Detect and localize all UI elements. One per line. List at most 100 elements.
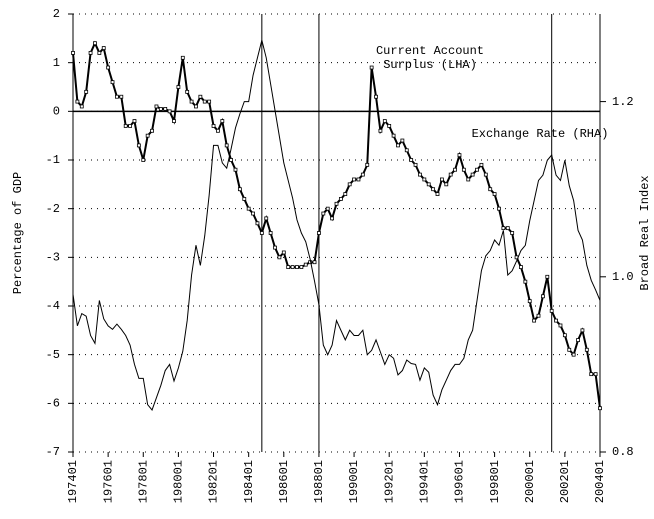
data-point <box>303 262 308 267</box>
data-point <box>334 201 339 206</box>
data-point <box>211 124 216 128</box>
data-point <box>382 119 387 123</box>
data-point <box>422 177 427 182</box>
data-point <box>404 148 409 153</box>
data-point <box>571 352 576 357</box>
data-point <box>360 172 365 177</box>
data-point <box>347 182 352 187</box>
x-tick-label: 198401 <box>242 460 256 503</box>
data-point <box>409 158 414 162</box>
data-point <box>189 99 194 104</box>
data-point <box>75 99 80 104</box>
y-tick-label: -2 <box>46 202 60 216</box>
data-point <box>176 85 181 89</box>
data-point <box>527 299 532 304</box>
data-point <box>123 124 128 128</box>
data-point <box>567 347 572 352</box>
y2-tick-label: 0.8 <box>612 445 634 459</box>
data-point <box>277 255 282 260</box>
series-line <box>72 40 601 411</box>
data-point <box>79 104 84 109</box>
data-point <box>549 308 554 313</box>
y-tick-label: -5 <box>46 348 60 362</box>
data-point <box>286 265 291 269</box>
data-point <box>172 119 176 123</box>
data-point <box>154 104 159 109</box>
data-point <box>224 143 229 148</box>
data-point <box>255 221 260 226</box>
data-point <box>343 192 348 196</box>
data-point <box>396 143 400 148</box>
data-point <box>229 158 234 162</box>
data-point <box>312 260 317 265</box>
data-point <box>185 89 190 94</box>
data-point <box>580 328 585 333</box>
x-tick-label: 200001 <box>523 460 537 503</box>
series-line <box>72 40 601 409</box>
data-point <box>97 51 102 55</box>
data-point <box>475 167 479 172</box>
data-point <box>497 206 501 211</box>
data-point <box>273 245 277 250</box>
x-tick-label: 197801 <box>136 460 150 503</box>
data-point <box>202 99 207 104</box>
data-point <box>492 192 497 196</box>
data-point <box>479 162 484 167</box>
data-point <box>251 211 255 216</box>
data-point <box>128 124 132 128</box>
y2-tick-label: 1.0 <box>612 270 634 284</box>
data-point <box>589 372 594 377</box>
data-point <box>488 187 493 192</box>
data-point <box>141 158 146 162</box>
data-point <box>413 162 418 167</box>
y-axis-title: Percentage of GDP <box>11 172 25 294</box>
data-point <box>532 318 537 323</box>
data-point <box>418 172 422 177</box>
data-point <box>400 138 405 143</box>
data-point <box>167 109 172 114</box>
data-point <box>330 216 335 221</box>
data-point <box>163 107 168 111</box>
x-tick-label: 199801 <box>488 460 502 503</box>
data-point <box>290 265 295 269</box>
data-point <box>523 279 528 284</box>
data-point <box>106 65 111 70</box>
data-point <box>325 206 330 211</box>
data-point <box>233 167 238 172</box>
data-point <box>483 172 488 177</box>
data-point <box>317 231 321 235</box>
data-point <box>194 104 198 109</box>
data-point <box>378 128 383 133</box>
data-point <box>470 172 475 177</box>
data-point <box>387 124 392 128</box>
data-point <box>453 167 457 172</box>
x-tick-label: 199201 <box>382 460 396 503</box>
x-tick-label: 199401 <box>418 460 432 503</box>
y-tick-label: 0 <box>53 105 60 119</box>
x-tick-label: 198201 <box>207 460 221 503</box>
data-point <box>365 162 370 167</box>
data-point <box>584 347 589 352</box>
x-tick-label: 200201 <box>558 460 572 503</box>
data-point <box>426 182 431 187</box>
data-point <box>593 372 598 377</box>
data-point <box>369 65 374 70</box>
data-point <box>321 211 326 216</box>
data-point <box>435 192 440 196</box>
data-point <box>259 231 264 235</box>
data-point <box>281 250 286 255</box>
data-point <box>519 265 523 269</box>
data-point <box>299 265 304 269</box>
data-point <box>110 80 115 85</box>
data-point <box>448 172 453 177</box>
data-point <box>545 274 550 279</box>
y-tick-label: -1 <box>46 153 60 167</box>
data-point <box>338 197 343 201</box>
data-point <box>541 294 545 299</box>
data-point <box>444 182 449 187</box>
data-point <box>180 55 185 60</box>
y-tick-label: -6 <box>46 397 60 411</box>
data-point <box>264 216 269 221</box>
data-point <box>505 226 510 231</box>
